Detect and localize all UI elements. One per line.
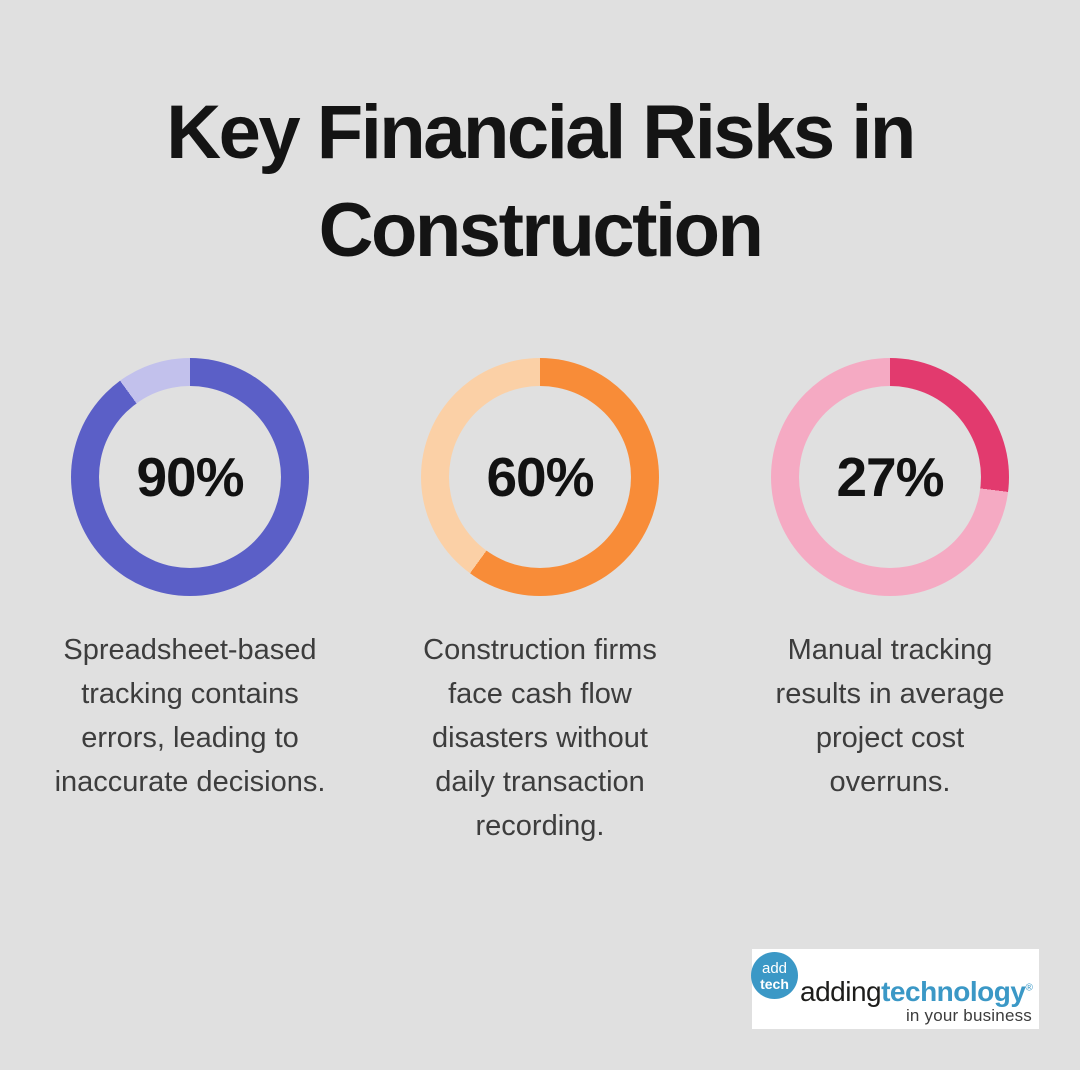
- stats-row: 90% Spreadsheet-based tracking contains …: [0, 358, 1080, 848]
- donut-chart-27-percent: 27%: [771, 358, 1009, 596]
- stat-column-cash-flow: 60% Construction firms face cash flow di…: [375, 358, 705, 848]
- logo-circle-tech: tech: [760, 975, 789, 992]
- title-line-1: Key Financial Risks in: [166, 90, 916, 175]
- stat-caption: Spreadsheet-based tracking contains erro…: [54, 634, 326, 798]
- logo-wordmark: addingtechnology®: [800, 976, 1033, 1008]
- donut-chart-90-percent: 90%: [71, 358, 309, 596]
- stat-column-spreadsheet-errors: 90% Spreadsheet-based tracking contains …: [25, 358, 355, 848]
- title-line-2: Construction: [318, 188, 764, 273]
- registered-trademark-icon: ®: [1025, 982, 1033, 994]
- stat-caption: Construction firms face cash flow disast…: [423, 634, 657, 842]
- logo-wordmark-adding: adding: [800, 976, 882, 1007]
- logo-circle-add: add: [761, 959, 788, 977]
- donut-chart-60-percent: 60%: [421, 358, 659, 596]
- percent-label: 27%: [836, 446, 944, 508]
- addtech-circle-icon: add tech: [751, 952, 798, 999]
- stat-column-cost-overruns: 27% Manual tracking results in average p…: [725, 358, 1055, 848]
- percent-label: 90%: [136, 446, 244, 508]
- logo-wordmark-technology: technology: [881, 976, 1026, 1007]
- infographic-title: Key Financial Risks in Construction: [0, 84, 1080, 280]
- addtech-logo: add tech addingtechnology® in your busin…: [751, 949, 1039, 1029]
- percent-label: 60%: [486, 446, 594, 508]
- stat-caption: Manual tracking results in average proje…: [775, 634, 1005, 798]
- logo-tagline: in your business: [905, 1006, 1032, 1025]
